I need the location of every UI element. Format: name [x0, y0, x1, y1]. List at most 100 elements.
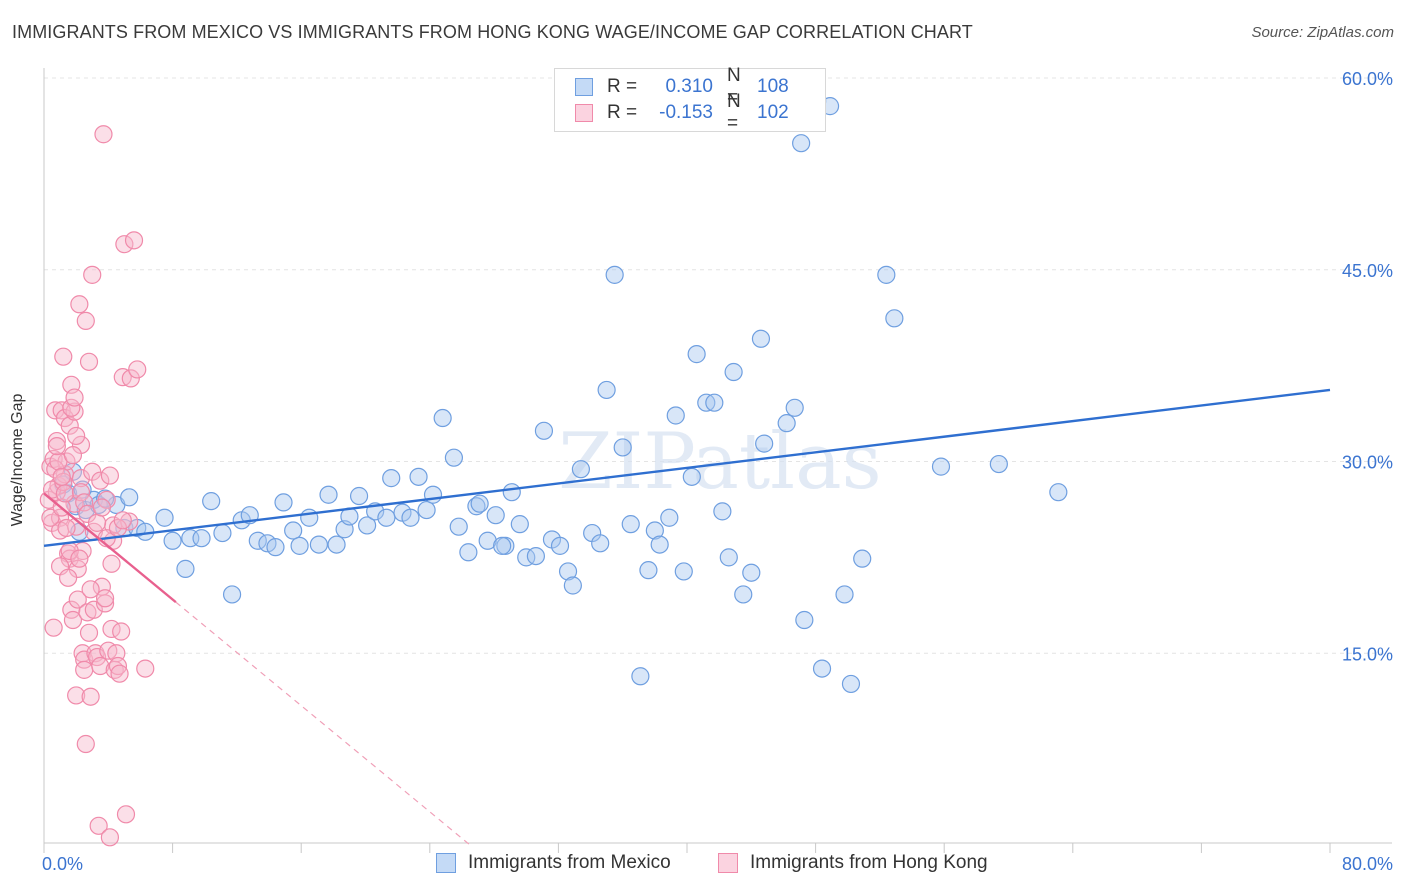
- point-hongkong: [41, 508, 60, 527]
- y-axis-label: Wage/Income Gap: [9, 393, 26, 527]
- point-hongkong: [70, 549, 89, 568]
- point-mexico: [176, 559, 195, 578]
- point-mexico: [666, 406, 685, 425]
- point-hongkong: [68, 590, 87, 609]
- trend-line-hongkong: [43, 492, 177, 604]
- point-hongkong: [79, 352, 99, 371]
- point-mexico: [719, 548, 738, 567]
- point-mexico: [526, 546, 545, 566]
- point-hongkong: [91, 471, 110, 490]
- point-mexico: [192, 529, 211, 548]
- trend-extension-hongkong: [175, 601, 471, 846]
- point-mexico: [682, 467, 701, 486]
- chart-title: IMMIGRANTS FROM MEXICO VS IMMIGRANTS FRO…: [12, 22, 973, 42]
- point-mexico: [777, 414, 796, 433]
- point-mexico: [517, 548, 536, 567]
- point-hongkong: [113, 511, 132, 530]
- point-mexico: [493, 536, 512, 555]
- point-mexico: [687, 345, 706, 364]
- axes: [43, 68, 1392, 853]
- point-mexico: [751, 329, 771, 348]
- point-mexico: [841, 674, 861, 694]
- point-mexico: [621, 515, 640, 534]
- source-label: Source: ZipAtlas.com: [1251, 24, 1394, 41]
- x-tick-label: 0.0%: [42, 854, 83, 874]
- point-mexico: [550, 536, 570, 555]
- point-mexico: [449, 517, 468, 536]
- y-tick-label: 30.0%: [1342, 453, 1393, 473]
- trend-lines: [43, 388, 1331, 846]
- point-mexico: [734, 585, 753, 604]
- point-mexico: [401, 508, 420, 527]
- point-mexico: [433, 408, 452, 428]
- point-mexico: [877, 265, 896, 284]
- point-mexico: [266, 538, 285, 557]
- series-label-mexico: Immigrants from Mexico: [468, 852, 671, 873]
- point-mexico: [795, 610, 814, 630]
- point-mexico: [502, 483, 521, 502]
- legend-row-hongkong: R = -0.153 N = 102: [575, 91, 789, 134]
- point-hongkong: [81, 580, 100, 599]
- point-hongkong: [63, 610, 83, 630]
- legend-n-value: 102: [757, 102, 789, 123]
- point-mexico: [319, 485, 338, 504]
- point-hongkong: [102, 554, 121, 573]
- point-mexico: [213, 523, 232, 543]
- point-mexico: [631, 667, 650, 686]
- point-hongkong: [52, 467, 71, 486]
- point-hongkong: [67, 686, 86, 705]
- point-mexico: [742, 563, 761, 582]
- series-swatch-hongkong: [718, 853, 738, 873]
- point-mexico: [486, 506, 505, 525]
- point-mexico: [163, 531, 182, 550]
- point-mexico: [713, 502, 732, 521]
- point-hongkong: [112, 622, 131, 641]
- point-mexico: [382, 469, 401, 488]
- tick-labels: 15.0% 30.0% 45.0% 60.0% 0.0% 80.0%: [42, 69, 1393, 874]
- point-mexico: [417, 500, 436, 520]
- y-tick-label: 45.0%: [1342, 261, 1393, 281]
- legend-r-value: -0.153: [659, 102, 713, 123]
- legend-row-mexico: R = 0.310 N = 108: [575, 65, 789, 108]
- point-hongkong: [115, 235, 134, 254]
- point-hongkong: [47, 437, 66, 456]
- point-mexico: [423, 485, 443, 504]
- watermark: ZIPatlas: [558, 417, 881, 507]
- point-mexico: [377, 508, 396, 527]
- legend-n-label: N =: [727, 65, 741, 108]
- point-mexico: [290, 536, 309, 555]
- point-mexico: [1049, 483, 1068, 502]
- point-hongkong: [83, 265, 102, 284]
- point-mexico: [613, 438, 632, 457]
- point-mexico: [835, 585, 854, 604]
- point-hongkong: [54, 347, 73, 366]
- point-hongkong: [136, 659, 155, 678]
- point-mexico: [650, 535, 669, 554]
- point-hongkong: [47, 431, 66, 451]
- point-hongkong: [100, 466, 120, 485]
- point-hongkong: [79, 623, 99, 642]
- x-tick-label: 80.0%: [1342, 854, 1393, 874]
- point-hongkong: [120, 512, 139, 531]
- point-hongkong: [124, 231, 144, 250]
- point-hongkong: [44, 618, 63, 637]
- point-mexico: [563, 576, 582, 595]
- point-mexico: [812, 659, 832, 678]
- point-mexico: [724, 362, 743, 382]
- legend-r-value: 0.310: [665, 76, 713, 97]
- point-mexico: [467, 497, 486, 516]
- point-mexico: [931, 457, 951, 476]
- point-hongkong: [76, 734, 95, 754]
- point-hongkong: [71, 483, 91, 502]
- point-mexico: [785, 398, 804, 417]
- point-hongkong: [71, 469, 91, 488]
- point-mexico: [510, 515, 529, 534]
- legend-swatch-mexico: [575, 78, 593, 96]
- point-mexico: [327, 535, 346, 554]
- point-hongkong: [116, 805, 136, 824]
- legend-n-value: 108: [757, 76, 789, 97]
- point-mexico: [120, 488, 139, 507]
- point-mexico: [792, 134, 811, 153]
- series-legend-hongkong: Immigrants from Hong Kong: [718, 852, 988, 874]
